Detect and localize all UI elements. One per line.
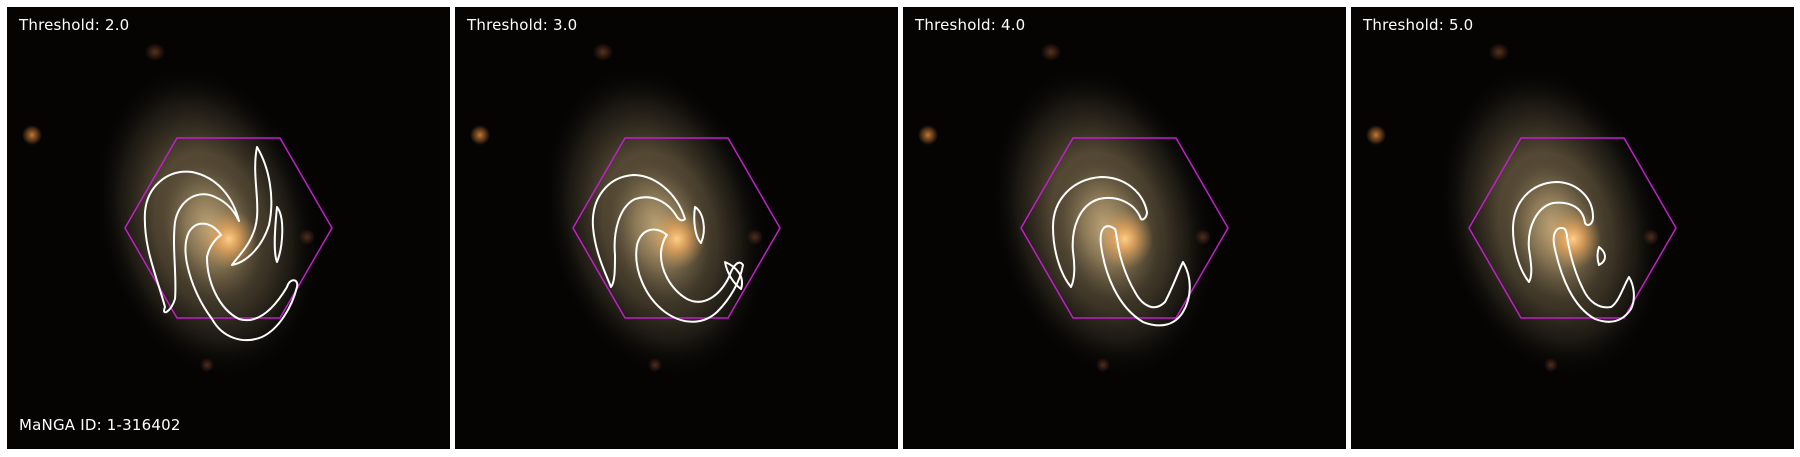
threshold-label: Threshold: 4.0 [915, 16, 1026, 34]
ifu-hexagon [124, 137, 333, 319]
ifu-hexagon [1020, 137, 1229, 319]
arm-contour [143, 146, 299, 342]
arm-contour [591, 174, 744, 323]
galaxy-panel-3: Threshold: 4.0 [903, 7, 1346, 449]
arm-contour [1512, 181, 1635, 323]
galaxy-panel-2: Threshold: 3.0 [455, 7, 898, 449]
galaxy-image-4 [1366, 43, 1677, 380]
threshold-label: Threshold: 2.0 [19, 16, 130, 34]
ifu-hexagon [1468, 137, 1677, 319]
galaxy-panel-4: Threshold: 5.0 [1351, 7, 1794, 449]
galaxy-image-3 [918, 43, 1229, 380]
ifu-hexagon [572, 137, 781, 319]
galaxy-image-2 [470, 43, 781, 380]
threshold-label: Threshold: 3.0 [467, 16, 578, 34]
manga-id-label: MaNGA ID: 1-316402 [19, 416, 181, 434]
threshold-label: Threshold: 5.0 [1363, 16, 1474, 34]
arm-contour [1052, 176, 1191, 327]
galaxy-panel-1: Threshold: 2.0 MaNGA ID: 1-316402 [7, 7, 450, 449]
galaxy-image-1 [22, 43, 333, 380]
